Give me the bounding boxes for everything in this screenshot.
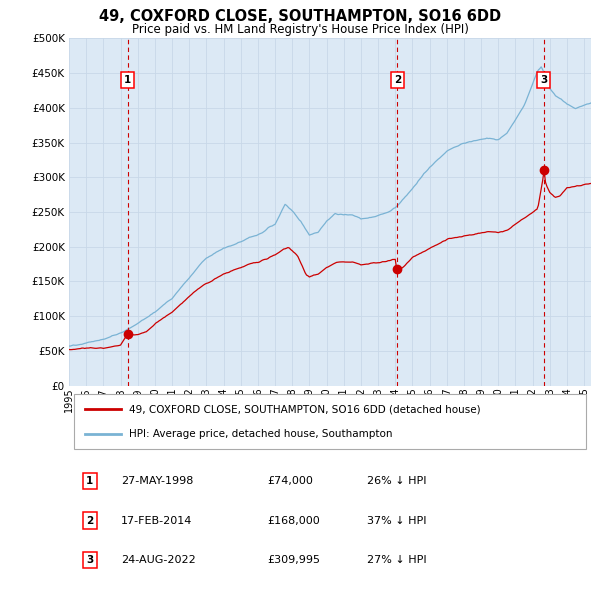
- Text: Price paid vs. HM Land Registry's House Price Index (HPI): Price paid vs. HM Land Registry's House …: [131, 23, 469, 36]
- Text: 27% ↓ HPI: 27% ↓ HPI: [367, 555, 426, 565]
- Text: 1: 1: [124, 75, 131, 85]
- Text: 2: 2: [394, 75, 401, 85]
- Text: 3: 3: [86, 555, 94, 565]
- Text: £168,000: £168,000: [268, 516, 320, 526]
- Text: 1: 1: [86, 476, 94, 486]
- Text: 37% ↓ HPI: 37% ↓ HPI: [367, 516, 426, 526]
- Text: 17-FEB-2014: 17-FEB-2014: [121, 516, 193, 526]
- Text: 24-AUG-2022: 24-AUG-2022: [121, 555, 196, 565]
- Text: 2: 2: [86, 516, 94, 526]
- Text: 27-MAY-1998: 27-MAY-1998: [121, 476, 194, 486]
- Text: £309,995: £309,995: [268, 555, 320, 565]
- Text: 26% ↓ HPI: 26% ↓ HPI: [367, 476, 426, 486]
- Text: £74,000: £74,000: [268, 476, 313, 486]
- Text: 49, COXFORD CLOSE, SOUTHAMPTON, SO16 6DD: 49, COXFORD CLOSE, SOUTHAMPTON, SO16 6DD: [99, 9, 501, 24]
- Text: 49, COXFORD CLOSE, SOUTHAMPTON, SO16 6DD (detached house): 49, COXFORD CLOSE, SOUTHAMPTON, SO16 6DD…: [129, 404, 481, 414]
- Text: HPI: Average price, detached house, Southampton: HPI: Average price, detached house, Sout…: [129, 428, 392, 438]
- FancyBboxPatch shape: [74, 394, 586, 449]
- Text: 3: 3: [540, 75, 547, 85]
